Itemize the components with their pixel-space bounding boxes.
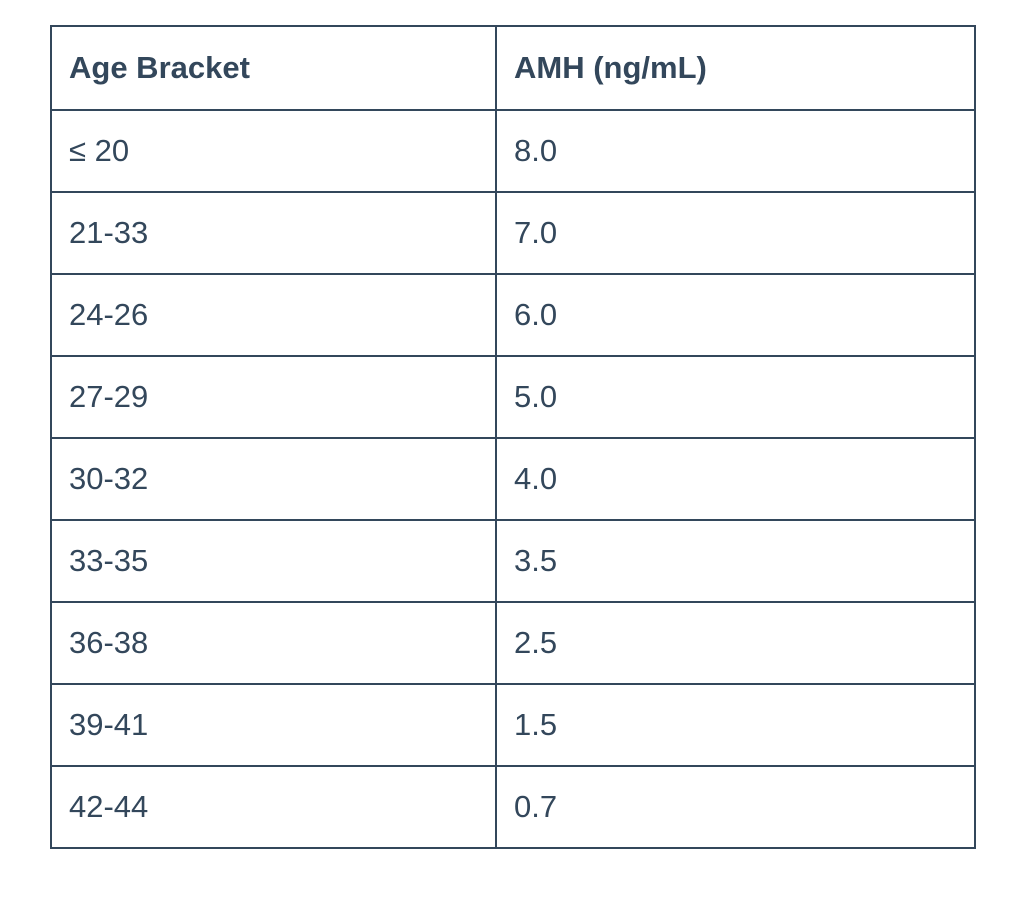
- age-bracket-cell: 39-41: [50, 683, 497, 767]
- header-amh: AMH (ng/mL): [495, 25, 976, 111]
- age-bracket-cell: 36-38: [50, 601, 497, 685]
- amh-value-cell: 4.0: [495, 437, 976, 521]
- amh-by-age-table: Age Bracket AMH (ng/mL) ≤ 20 8.0 21-33 7…: [50, 25, 976, 849]
- table-header: Age Bracket AMH (ng/mL): [50, 25, 976, 111]
- amh-value-cell: 3.5: [495, 519, 976, 603]
- amh-value-cell: 0.7: [495, 765, 976, 849]
- table-row: 36-38 2.5: [50, 601, 976, 685]
- age-bracket-cell: 33-35: [50, 519, 497, 603]
- age-bracket-cell: 30-32: [50, 437, 497, 521]
- table-row: 30-32 4.0: [50, 437, 976, 521]
- header-row: Age Bracket AMH (ng/mL): [50, 25, 976, 111]
- table-row: 39-41 1.5: [50, 683, 976, 767]
- amh-value-cell: 7.0: [495, 191, 976, 275]
- age-bracket-cell: 27-29: [50, 355, 497, 439]
- table-row: 42-44 0.7: [50, 765, 976, 849]
- amh-value-cell: 1.5: [495, 683, 976, 767]
- amh-value-cell: 6.0: [495, 273, 976, 357]
- table-row: 24-26 6.0: [50, 273, 976, 357]
- age-bracket-cell: 21-33: [50, 191, 497, 275]
- age-bracket-cell: 24-26: [50, 273, 497, 357]
- table-row: ≤ 20 8.0: [50, 109, 976, 193]
- header-age-bracket: Age Bracket: [50, 25, 497, 111]
- amh-value-cell: 8.0: [495, 109, 976, 193]
- age-bracket-cell: 42-44: [50, 765, 497, 849]
- age-bracket-cell: ≤ 20: [50, 109, 497, 193]
- table-row: 27-29 5.0: [50, 355, 976, 439]
- table-row: 33-35 3.5: [50, 519, 976, 603]
- amh-value-cell: 5.0: [495, 355, 976, 439]
- table-row: 21-33 7.0: [50, 191, 976, 275]
- amh-value-cell: 2.5: [495, 601, 976, 685]
- table-body: ≤ 20 8.0 21-33 7.0 24-26 6.0 27-29 5.0 3…: [50, 109, 976, 849]
